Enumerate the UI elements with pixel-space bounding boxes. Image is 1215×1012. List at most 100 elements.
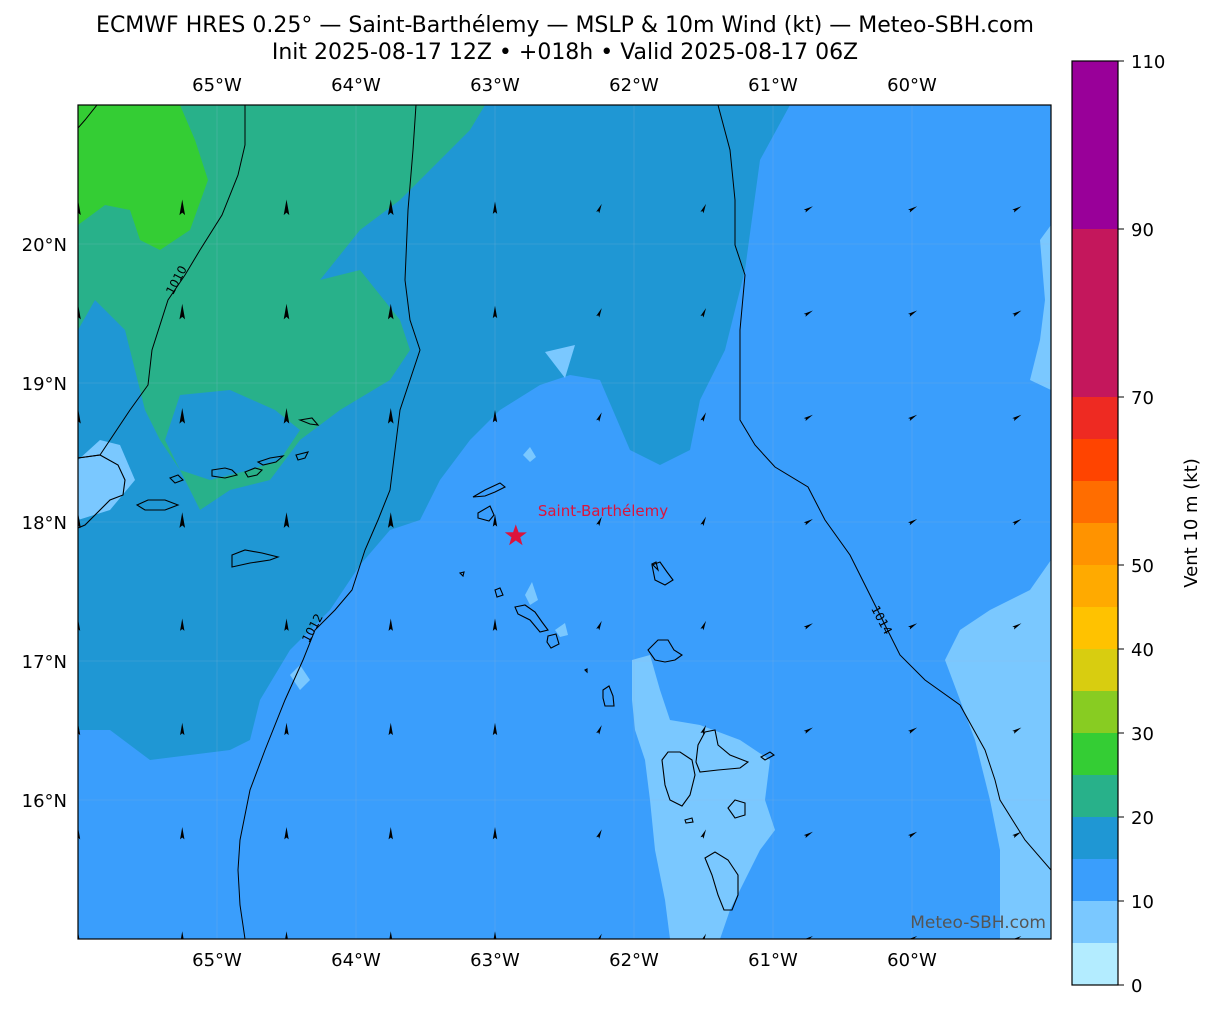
wind-arrow <box>1012 206 1022 213</box>
wind-arrow <box>179 407 186 424</box>
wind-arrow-head <box>492 618 498 631</box>
colorbar: 0 10 20 30 40 50 70 90 110 <box>1071 52 1165 997</box>
lon-tick-bottom-2: 63°W <box>470 950 520 971</box>
island-spanish-virgin <box>211 467 239 479</box>
wind-arrow <box>700 516 707 526</box>
island-les-saintes <box>684 817 694 824</box>
island-redonda <box>584 668 588 674</box>
shade-5-10-spot3 <box>525 582 538 605</box>
wind-arrow <box>908 936 918 939</box>
shade-15-20-nw-pocket <box>165 390 300 480</box>
colorbar-frame <box>1071 60 1119 986</box>
wind-arrow-head <box>908 936 918 939</box>
wind-arrow-head <box>1012 831 1022 839</box>
island-virgin-islands-west <box>135 499 180 511</box>
shade-5-10-guadeloupe <box>632 655 775 939</box>
wind-arrow <box>492 827 498 840</box>
wind-arrow-head <box>803 414 813 422</box>
colorbar-tick-label: 40 <box>1131 640 1154 661</box>
shade-5-10-puerto-rico-coast <box>290 665 310 690</box>
wind-arrow <box>1012 936 1022 939</box>
wind-arrow-head <box>803 727 813 734</box>
wind-arrow-head <box>1012 727 1022 734</box>
island-virgin-gorda <box>295 451 310 461</box>
colorbar-tick-label: 90 <box>1131 220 1154 241</box>
wind-arrow <box>803 310 813 317</box>
island-vieques <box>169 474 184 484</box>
wind-arrow-head <box>803 623 813 630</box>
wind-arrow-head <box>700 516 707 526</box>
isobar-1014 <box>717 105 1051 871</box>
wind-arrow <box>284 618 289 631</box>
colorbar-segment <box>1072 523 1118 565</box>
colorbar-tick-label: 0 <box>1131 976 1142 997</box>
shade-5-10-spot2 <box>523 447 536 462</box>
wind-arrow-head <box>283 199 290 216</box>
wind-arrow <box>908 310 918 317</box>
wind-arrow-head <box>803 206 813 213</box>
wind-arrow <box>285 931 288 939</box>
wind-arrow-head <box>700 933 707 939</box>
wind-arrow-head <box>803 936 813 939</box>
shade-5-10-west <box>78 440 135 520</box>
wind-arrow-head <box>908 831 918 839</box>
isobar-1012 <box>237 105 421 939</box>
colorbar-tick-label: 20 <box>1131 808 1154 829</box>
wind-arrow <box>700 933 707 939</box>
wind-arrow <box>387 199 394 216</box>
wind-arrow <box>492 201 498 214</box>
wind-arrow-head <box>803 831 813 839</box>
wind-arrow-head <box>284 722 289 736</box>
wind-arrow-head <box>700 620 707 631</box>
wind-arrow <box>700 725 707 735</box>
colorbar-segment <box>1072 61 1118 229</box>
wind-arrow-head <box>180 931 184 939</box>
wind-arrow <box>803 831 813 839</box>
wind-arrow-head <box>596 933 602 939</box>
lat-tick-left-0: 20°N <box>22 235 67 256</box>
wind-arrow <box>179 512 186 528</box>
island-desirade <box>759 751 776 761</box>
wind-arrow-head <box>700 203 707 214</box>
wind-arrow-head <box>596 829 602 839</box>
wind-arrow-head <box>596 203 602 214</box>
island-puerto-rico <box>231 549 280 568</box>
shade-25-30 <box>78 105 208 250</box>
wind-arrow-head <box>180 827 185 840</box>
station-label: Saint-Barthélemy <box>538 502 668 520</box>
lon-tick-bottom-4: 61°W <box>748 950 798 971</box>
wind-arrow <box>803 727 813 734</box>
lon-tick-bottom-3: 62°W <box>609 950 659 971</box>
colorbar-tick-label: 110 <box>1131 52 1165 73</box>
lon-tick-top-4: 61°W <box>748 75 798 96</box>
wind-arrows <box>78 199 1022 939</box>
wind-arrow <box>908 206 918 213</box>
wind-arrow-head <box>908 310 918 317</box>
wind-arrow <box>803 414 813 422</box>
wind-arrow <box>387 512 394 528</box>
wind-arrow <box>284 827 289 840</box>
wind-arrow-head <box>803 519 813 526</box>
wind-arrow-head <box>1012 414 1022 422</box>
wind-arrow-head <box>908 623 918 630</box>
wind-speed-shading <box>78 105 1051 939</box>
wind-arrow-head <box>803 310 813 317</box>
wind-arrow-head <box>387 407 394 424</box>
wind-arrow <box>388 827 393 840</box>
island-guadeloupe-west <box>661 751 696 807</box>
wind-arrow <box>283 407 290 424</box>
wind-arrow-head <box>700 412 707 422</box>
wind-arrow-head <box>596 725 602 735</box>
wind-arrow-head <box>596 620 602 631</box>
wind-arrow <box>908 519 918 526</box>
lat-tick-left-2: 18°N <box>22 513 67 534</box>
wind-arrow-head <box>1012 519 1022 526</box>
wind-arrow <box>596 412 602 422</box>
wind-arrow-head <box>700 308 707 318</box>
wind-arrow <box>387 407 394 424</box>
wind-arrow-head <box>389 931 393 939</box>
wind-arrow <box>908 623 918 630</box>
wind-arrow <box>493 931 497 939</box>
isobar-lines <box>78 105 1051 939</box>
